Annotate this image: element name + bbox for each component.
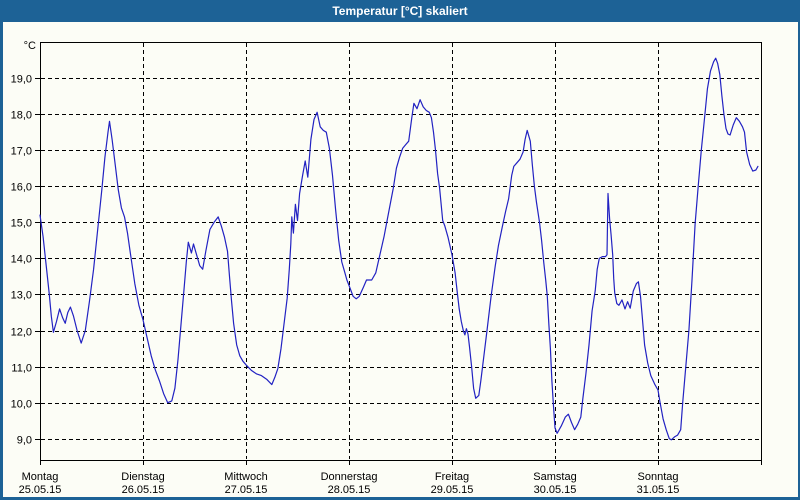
x-date-label: 25.05.15 bbox=[19, 484, 62, 496]
x-day-label: Sonntag bbox=[638, 471, 679, 483]
y-tick-label: 14,0 bbox=[11, 254, 32, 266]
y-tick-label: 16,0 bbox=[11, 182, 32, 194]
x-day-label: Mittwoch bbox=[224, 471, 267, 483]
y-tick-label: 17,0 bbox=[11, 146, 32, 158]
x-date-label: 30.05.15 bbox=[534, 484, 577, 496]
x-date-label: 27.05.15 bbox=[225, 484, 268, 496]
x-day-label: Montag bbox=[22, 471, 59, 483]
y-tick-label: 12,0 bbox=[11, 327, 32, 339]
window-title: Temperatur [°C] skaliert bbox=[332, 4, 468, 18]
x-day-label: Donnerstag bbox=[321, 471, 378, 483]
y-tick-label: 13,0 bbox=[11, 290, 32, 302]
x-day-label: Freitag bbox=[435, 471, 469, 483]
x-date-label: 26.05.15 bbox=[122, 484, 165, 496]
x-day-label: Dienstag bbox=[121, 471, 164, 483]
x-day-label: Samstag bbox=[533, 471, 576, 483]
y-tick-label: 19,0 bbox=[11, 74, 32, 86]
y-tick-label: 11,0 bbox=[11, 363, 32, 375]
x-date-label: 31.05.15 bbox=[637, 484, 680, 496]
y-tick-label: 18,0 bbox=[11, 110, 32, 122]
plot-border bbox=[40, 42, 762, 461]
x-date-label: 29.05.15 bbox=[431, 484, 474, 496]
y-tick-label: 10,0 bbox=[11, 399, 32, 411]
x-date-label: 28.05.15 bbox=[328, 484, 371, 496]
y-tick-label: 9,0 bbox=[17, 435, 32, 447]
window-titlebar: Temperatur [°C] skaliert bbox=[0, 0, 800, 22]
y-axis-unit-label: °C bbox=[24, 40, 36, 52]
y-tick-label: 15,0 bbox=[11, 218, 32, 230]
temperature-line bbox=[39, 57, 759, 441]
